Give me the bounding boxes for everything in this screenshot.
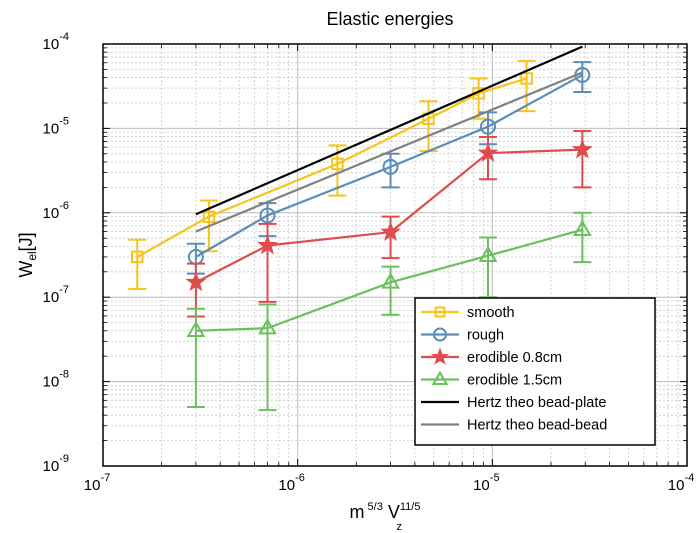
circle-marker	[382, 158, 399, 175]
plot-frame	[102, 43, 688, 467]
legend-label: rough	[467, 328, 504, 344]
series-line	[195, 71, 583, 233]
series-hertz-theo-bead-plate	[195, 45, 583, 216]
square-marker	[131, 250, 144, 264]
star-marker	[571, 138, 593, 159]
star-marker	[430, 347, 450, 365]
square-marker	[434, 306, 446, 318]
legend-label: Hertz theo bead-bead	[467, 418, 607, 434]
legend-item: smooth	[421, 305, 515, 321]
x-axis-label: m 5/3 V11/5 z	[350, 501, 421, 533]
y-axis-label-base: W	[16, 261, 36, 278]
legend-item: erodible 0.8cm	[421, 347, 562, 366]
x-tick-label: 10-6	[278, 472, 304, 494]
axis-ticks	[102, 43, 688, 467]
series-line	[136, 77, 527, 258]
triangle-marker	[186, 320, 206, 338]
x-axis-label-subscript: z	[396, 521, 402, 533]
legend-label: erodible 0.8cm	[467, 350, 562, 366]
legend-label: erodible 1.5cm	[467, 373, 562, 389]
y-tick-label: 10-7	[43, 284, 69, 306]
y-axis-label: Wel[J]	[16, 232, 39, 277]
triangle-marker	[572, 219, 592, 236]
circle-marker	[259, 207, 276, 224]
triangle-marker	[258, 318, 277, 335]
triangle-marker	[381, 272, 400, 289]
x-axis-label-exponent-1: 5/3	[368, 501, 383, 513]
chart-title: Elastic energies	[326, 9, 453, 29]
x-tick-label: 10-5	[473, 472, 499, 494]
legend-label: Hertz theo bead-plate	[467, 395, 606, 411]
legend-item: rough	[421, 327, 504, 344]
circle-marker	[479, 118, 496, 135]
x-axis-label-mid: V	[383, 502, 400, 522]
x-tick-label: 10-4	[668, 472, 694, 494]
y-axis-label-subscript: el	[25, 251, 39, 260]
star-marker	[477, 142, 499, 162]
x-tick-label: 10-7	[84, 472, 110, 494]
tick-labels: 10-7 10-6 10-5 10-4 10-9 10-8 10-7 10-6 10-5 10-4	[43, 31, 695, 494]
triangle-marker	[431, 370, 449, 385]
series-erodible-0-8cm	[185, 130, 593, 318]
star-marker	[380, 221, 401, 241]
star-marker	[185, 271, 207, 292]
circle-marker	[433, 327, 447, 342]
series-erodible-1-5cm	[186, 211, 592, 412]
data-series	[128, 45, 593, 412]
legend: smooth rough erodible 0.8cm erodible 1.5cm H…	[414, 297, 656, 446]
x-axis-label-base: m	[350, 502, 365, 522]
x-axis-label-exponent-2: 11/5	[400, 501, 421, 513]
square-marker	[202, 210, 216, 223]
legend-label: smooth	[467, 305, 515, 321]
triangle-marker	[478, 245, 498, 262]
y-axis-label-unit: [J]	[16, 232, 36, 251]
legend-item: erodible 1.5cm	[421, 370, 562, 389]
series-line	[195, 45, 583, 216]
legend-item: Hertz theo bead-bead	[421, 418, 607, 434]
series-smooth	[128, 59, 536, 291]
y-tick-label: 10-9	[43, 453, 69, 475]
legend-box	[414, 297, 656, 446]
y-tick-label: 10-6	[43, 200, 69, 222]
square-marker	[331, 157, 344, 171]
series-hertz-theo-bead-bead	[195, 71, 583, 233]
square-marker	[520, 72, 533, 85]
legend-item: Hertz theo bead-plate	[421, 395, 606, 411]
star-marker	[257, 234, 278, 255]
y-tick-label: 10-5	[43, 115, 69, 137]
y-tick-label: 10-4	[43, 31, 69, 53]
y-tick-label: 10-8	[43, 369, 69, 391]
